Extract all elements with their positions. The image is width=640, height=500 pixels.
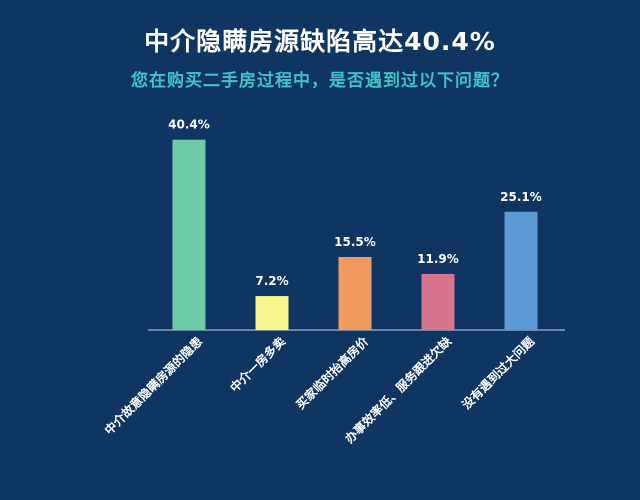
value-label-5: 25.1%	[500, 190, 542, 204]
bar-1	[172, 139, 206, 330]
category-label-2: 中介一房多卖	[227, 334, 289, 396]
category-label-5: 没有遇到过大问题	[459, 333, 538, 412]
value-label-4: 11.9%	[417, 252, 459, 266]
value-label-3: 15.5%	[334, 235, 376, 249]
value-label-2: 7.2%	[255, 274, 288, 288]
bar-4	[421, 273, 455, 330]
chart-subtitle: 您在购买二手房过程中，是否遇到过以下问题？	[131, 71, 509, 91]
bar-3	[338, 256, 372, 330]
category-label-3: 买家临时抬高房价	[293, 333, 372, 412]
chart-title: 中介隐瞒房源缺陷高达40.4%	[144, 27, 496, 56]
value-label-1: 40.4%	[168, 118, 210, 132]
category-label-1: 中介故意隐瞒房源的隐患	[101, 334, 205, 438]
bar-5	[504, 211, 538, 330]
bar-2	[255, 296, 289, 330]
